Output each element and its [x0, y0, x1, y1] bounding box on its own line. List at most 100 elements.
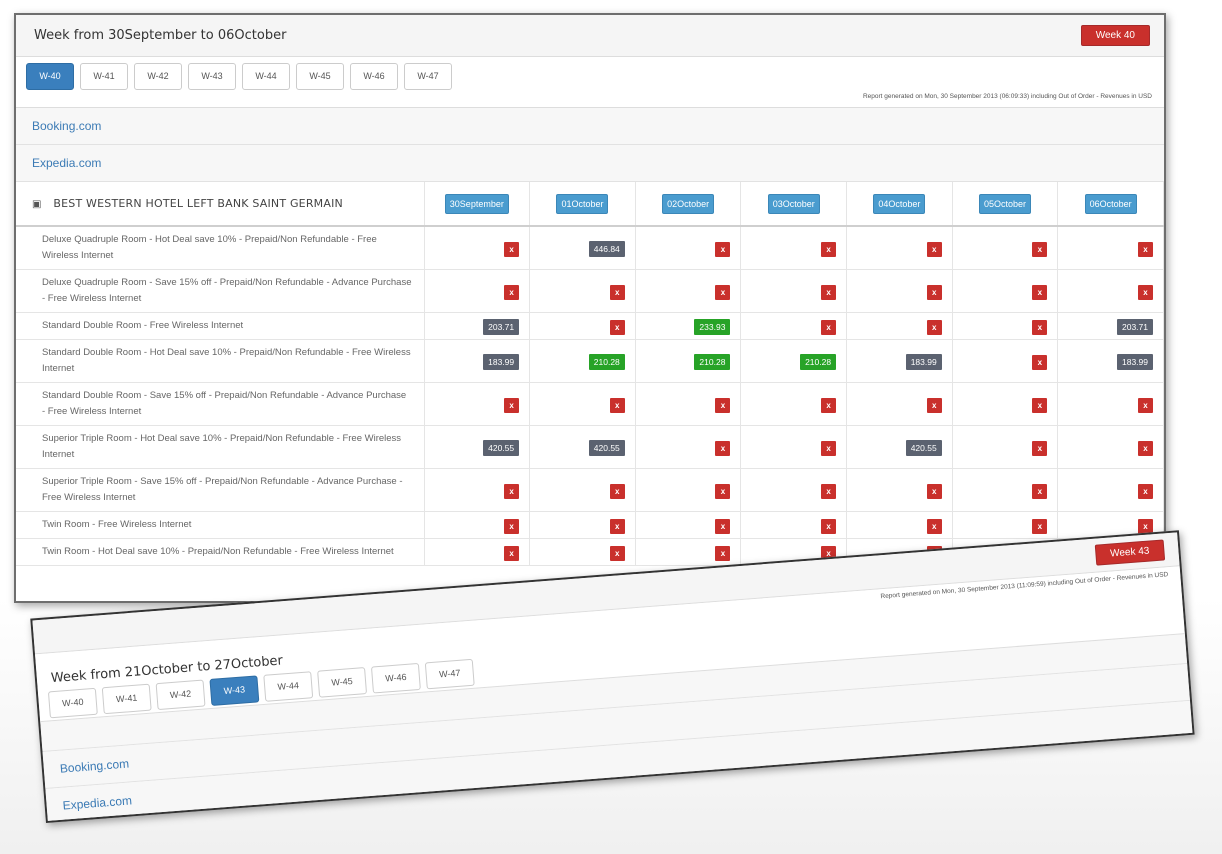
unavailable-icon: x [1032, 355, 1048, 370]
rate-cell: x [846, 269, 953, 313]
tab-w-47[interactable]: W-47 [424, 658, 475, 690]
date-badge[interactable]: 30September [444, 193, 509, 214]
date-column-header: 04October [846, 182, 953, 227]
rate-cell: x [529, 382, 636, 426]
rate-cell: x [952, 382, 1059, 426]
rate-badge[interactable]: 210.28 [588, 354, 625, 370]
tab-w-47[interactable]: W-47 [404, 63, 452, 90]
rate-cell: x [952, 339, 1059, 383]
tab-w-42[interactable]: W-42 [134, 63, 182, 90]
ota-link-expedia-com[interactable]: Expedia.com [16, 145, 1164, 182]
room-type-name: Twin Room - Free Wireless Internet [16, 511, 425, 539]
rate-badge[interactable]: 420.55 [905, 440, 942, 456]
date-badge[interactable]: 05October [979, 193, 1032, 214]
rate-cell: 183.99 [1057, 339, 1164, 383]
rate-cell: x [952, 425, 1059, 469]
date-badge[interactable]: 06October [1084, 193, 1137, 214]
rate-badge[interactable]: 203.71 [483, 319, 520, 335]
tab-w-45[interactable]: W-45 [317, 667, 368, 698]
rate-cell: x [952, 312, 1059, 340]
tab-w-40[interactable]: W-40 [47, 687, 98, 719]
rate-badge[interactable]: 210.28 [800, 354, 837, 370]
tab-w-44[interactable]: W-44 [263, 671, 314, 702]
unavailable-icon: x [1138, 519, 1153, 534]
rate-badge[interactable]: 420.55 [483, 440, 520, 456]
tab-w-43[interactable]: W-43 [188, 63, 236, 90]
rate-cell: x [740, 226, 848, 270]
date-badge[interactable]: 02October [662, 193, 715, 214]
rate-cell: x [740, 468, 848, 512]
week-badge[interactable]: Week 40 [1080, 25, 1150, 46]
rate-cell: x [1057, 269, 1164, 313]
rate-badge[interactable]: 233.93 [694, 319, 731, 335]
unavailable-icon: x [926, 398, 942, 413]
unavailable-icon: x [821, 519, 837, 534]
week-tabs: W-40 W-41 W-42 W-43 W-44 W-45 W-46 W-47 [26, 63, 452, 90]
tab-w-41[interactable]: W-41 [80, 63, 128, 90]
unavailable-icon: x [926, 285, 942, 300]
ota-link-booking-com[interactable]: Booking.com [16, 108, 1164, 145]
room-type-name: Twin Room - Hot Deal save 10% - Prepaid/… [16, 538, 425, 566]
rate-cell: x [1057, 468, 1164, 512]
availability-table: ▣ BEST WESTERN HOTEL LEFT BANK SAINT GER… [16, 182, 1164, 566]
unavailable-icon: x [821, 441, 837, 456]
date-badge[interactable]: 01October [556, 193, 609, 214]
rate-cell: x [952, 511, 1059, 539]
tab-w-46[interactable]: W-46 [350, 63, 398, 90]
unavailable-icon: x [715, 285, 731, 300]
week-40-report-panel: Week from 30September to 06October Week … [14, 13, 1166, 603]
rate-cell: x [529, 538, 636, 566]
date-badge[interactable]: 04October [873, 193, 926, 214]
rate-cell: x [635, 269, 742, 313]
rate-cell: x [424, 511, 531, 539]
unavailable-icon: x [1032, 320, 1048, 335]
rate-cell: 420.55 [424, 425, 531, 469]
unavailable-icon: x [821, 242, 837, 257]
unavailable-icon: x [926, 519, 942, 534]
tab-w-42[interactable]: W-42 [155, 679, 206, 711]
rate-cell: x [424, 226, 531, 270]
rate-badge[interactable]: 420.55 [588, 440, 625, 456]
unavailable-icon: x [504, 242, 520, 257]
date-badge[interactable]: 03October [767, 193, 820, 214]
rate-badge[interactable]: 203.71 [1117, 319, 1153, 335]
rate-cell: x [635, 226, 742, 270]
tab-w-43[interactable]: W-43 [209, 675, 260, 706]
rate-cell: x [529, 269, 636, 313]
rate-cell: x [1057, 382, 1164, 426]
week-title: Week from 30September to 06October [34, 28, 287, 43]
rate-cell: x [1057, 226, 1164, 270]
week-badge[interactable]: Week 43 [1094, 539, 1166, 566]
unavailable-icon: x [504, 546, 520, 561]
rate-badge[interactable]: 183.99 [1117, 354, 1153, 370]
rate-cell: 210.28 [740, 339, 848, 383]
unavailable-icon: x [715, 519, 731, 534]
tab-w-40[interactable]: W-40 [26, 63, 74, 90]
tab-w-41[interactable]: W-41 [101, 683, 152, 715]
tab-w-45[interactable]: W-45 [296, 63, 344, 90]
building-icon: ▣ [32, 199, 42, 210]
unavailable-icon: x [715, 398, 731, 413]
unavailable-icon: x [715, 546, 731, 561]
unavailable-icon: x [609, 546, 625, 561]
rate-cell: 203.71 [424, 312, 531, 340]
rate-badge[interactable]: 183.99 [483, 354, 520, 370]
rate-badge[interactable]: 446.84 [588, 241, 625, 257]
date-column-header: 30September [424, 182, 531, 227]
tab-w-44[interactable]: W-44 [242, 63, 290, 90]
rate-cell: x [846, 382, 953, 426]
unavailable-icon: x [926, 320, 942, 335]
unavailable-icon: x [504, 398, 520, 413]
rate-cell: x [529, 312, 636, 340]
unavailable-icon: x [715, 242, 731, 257]
unavailable-icon: x [1032, 398, 1048, 413]
unavailable-icon: x [1138, 285, 1153, 300]
tab-w-46[interactable]: W-46 [370, 662, 421, 694]
rate-cell: x [424, 538, 531, 566]
rate-cell: x [635, 468, 742, 512]
unavailable-icon: x [821, 398, 837, 413]
rate-badge[interactable]: 210.28 [694, 354, 731, 370]
rate-cell: x [1057, 425, 1164, 469]
room-type-name: Standard Double Room - Free Wireless Int… [16, 312, 425, 340]
rate-badge[interactable]: 183.99 [905, 354, 942, 370]
